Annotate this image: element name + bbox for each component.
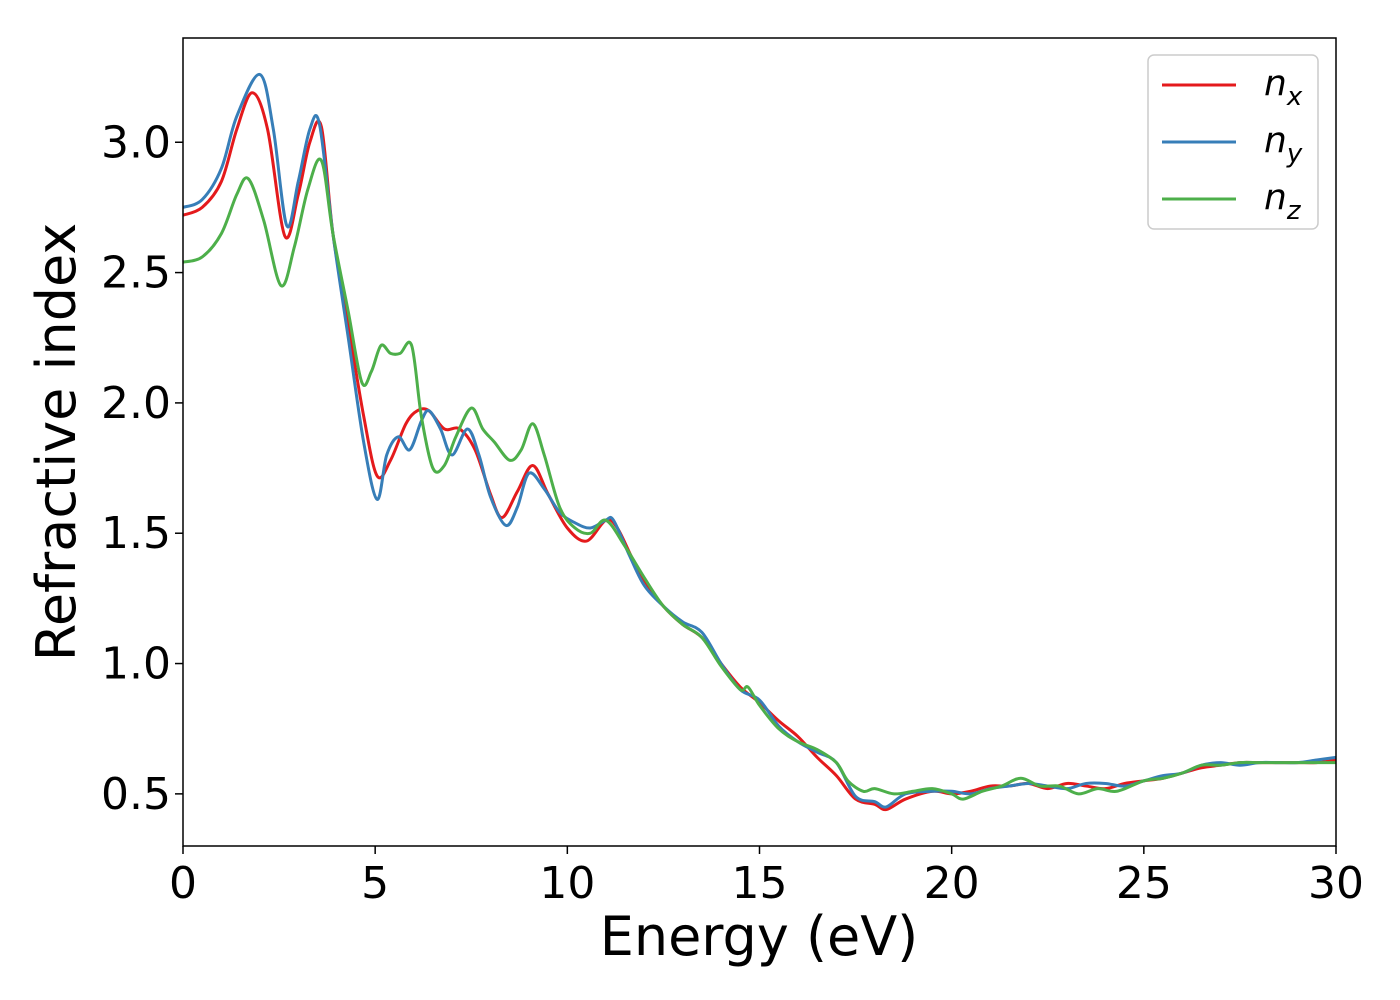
x-tick-label: 0 (169, 858, 197, 909)
x-tick-label: 5 (361, 858, 389, 909)
legend-label-subscript: y (1286, 139, 1303, 169)
legend-label-z: nz (1264, 177, 1302, 226)
y-tick-label: 2.0 (101, 378, 171, 429)
x-tick-label: 15 (732, 858, 788, 909)
y-tick-label: 3.0 (101, 117, 171, 168)
y-tick-label: 1.5 (101, 508, 171, 559)
legend-label-y: ny (1264, 120, 1303, 169)
x-tick-label: 20 (924, 858, 980, 909)
x-tick-label: 30 (1308, 858, 1364, 909)
legend-label-x: nx (1264, 63, 1303, 112)
y-axis-label: Refractive index (25, 223, 88, 662)
y-tick-label: 1.0 (101, 639, 171, 690)
legend-label-base: n (1264, 177, 1287, 218)
legend-label-subscript: x (1286, 82, 1303, 112)
y-axis: 0.5 1.0 1.5 2.0 2.5 3.0 (101, 117, 183, 820)
y-tick-label: 2.5 (101, 248, 171, 299)
x-axis-label: Energy (eV) (600, 905, 919, 968)
x-tick-label: 25 (1116, 858, 1172, 909)
x-tick-label: 10 (539, 858, 595, 909)
series-line-y (183, 72, 1336, 809)
legend-label-base: n (1264, 120, 1287, 161)
y-tick-label: 0.5 (101, 769, 171, 820)
legend-label-subscript: z (1286, 196, 1302, 226)
legend-label-base: n (1264, 63, 1287, 104)
x-axis: 0 5 10 15 20 25 30 (169, 846, 1364, 909)
series-layer (183, 72, 1336, 812)
series-line-z (183, 157, 1336, 801)
